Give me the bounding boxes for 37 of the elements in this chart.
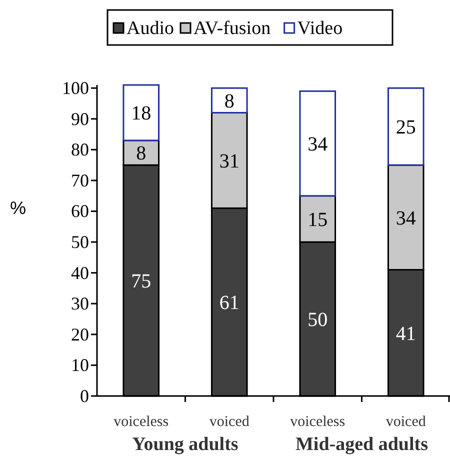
- bar: [210, 87, 248, 114]
- y-tick-label: 10: [71, 355, 89, 376]
- y-tick-label: 50: [71, 232, 89, 252]
- data-label: 8: [136, 142, 146, 165]
- y-tick-label: 90: [71, 108, 89, 129]
- y-tick-label: 60: [71, 201, 89, 222]
- y-tick-label: 0: [80, 386, 89, 406]
- x-tick-label: voiceless: [114, 414, 169, 430]
- y-tick-label: 70: [71, 170, 89, 190]
- x-tick-label: voiced: [209, 414, 250, 430]
- bar: [122, 84, 160, 142]
- data-label: 31: [219, 150, 240, 172]
- bar: [387, 87, 424, 166]
- data-label: 8: [224, 90, 234, 112]
- bar: [299, 90, 336, 197]
- y-tick-label: 20: [71, 324, 89, 344]
- y-tick-label: 100: [62, 78, 89, 98]
- legend-label: AV-fusion: [194, 18, 272, 39]
- data-label: 50: [308, 309, 328, 332]
- data-label: 15: [308, 208, 328, 231]
- y-tick-label: 30: [71, 294, 89, 314]
- data-label: 34: [396, 207, 416, 230]
- data-label: 25: [396, 116, 416, 139]
- x-tick-label: voiceless: [290, 414, 346, 430]
- data-label: 41: [396, 322, 416, 345]
- y-tick-label: 40: [71, 262, 89, 283]
- text: Young adults: [132, 434, 238, 455]
- y-tick-label: 80: [71, 140, 89, 160]
- legend-label: Video: [297, 18, 343, 39]
- x-tick-label: voiced: [386, 414, 426, 430]
- data-label: 75: [131, 270, 152, 293]
- data-label: 18: [131, 102, 152, 125]
- data-label: 34: [308, 134, 328, 156]
- y-axis-title: %: [10, 198, 26, 218]
- data-label: 61: [219, 292, 240, 314]
- legend-label: Audio: [126, 18, 174, 39]
- text: Mid-aged adults: [296, 434, 428, 455]
